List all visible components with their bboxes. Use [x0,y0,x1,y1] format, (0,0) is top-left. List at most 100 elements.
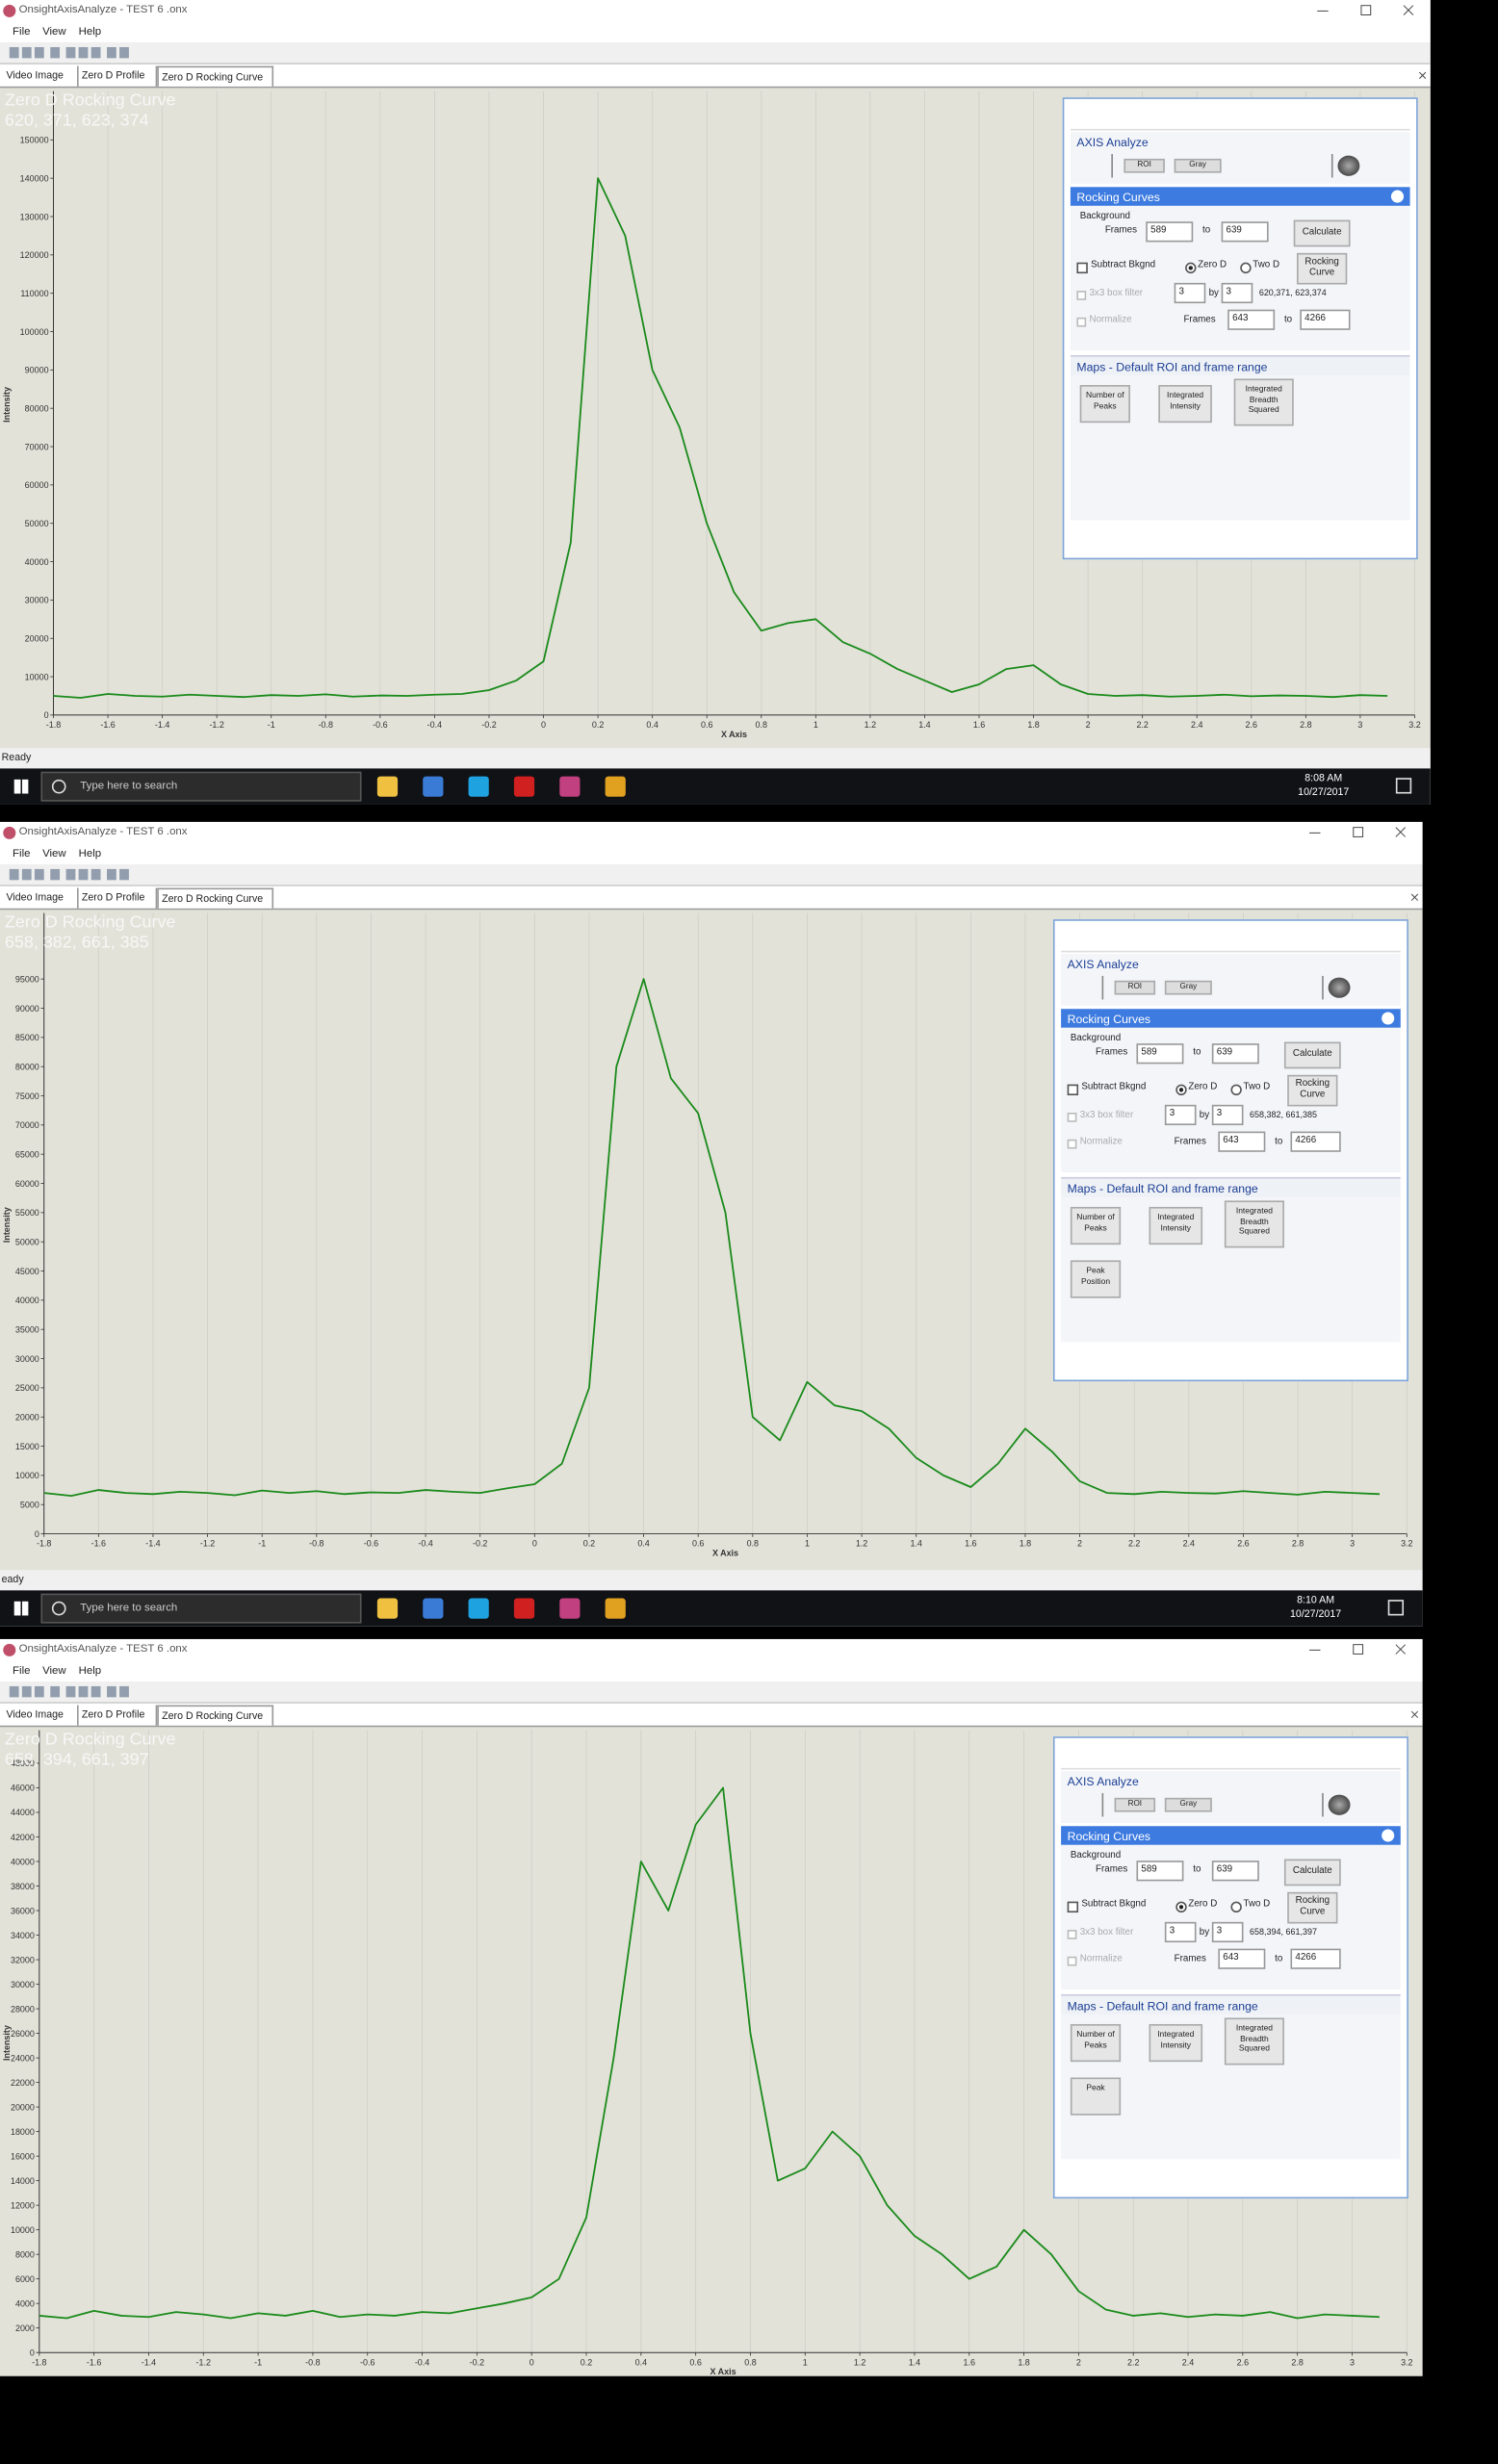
two-d-radio[interactable] [1230,1901,1242,1913]
start-button[interactable] [13,1601,29,1616]
two-d-radio[interactable] [1230,1084,1242,1096]
app-icon[interactable] [423,1598,444,1619]
roi-button[interactable]: ROI [1114,980,1156,995]
rocking-curve-button[interactable]: Rocking Curve [1287,1074,1338,1107]
menu-item[interactable]: File [13,26,31,38]
calculate-button[interactable]: Calculate [1293,219,1351,247]
frames-to-input[interactable]: 639 [1211,1861,1259,1882]
filter-checkbox[interactable] [1067,1112,1077,1122]
app-icon[interactable] [376,776,399,797]
app-icon[interactable] [559,1598,581,1619]
x-tick-label: -1.4 [155,720,169,730]
zero-d-radio[interactable] [1175,1084,1187,1096]
app-icon[interactable] [605,1598,626,1619]
map-button[interactable]: Peak [1070,2077,1122,2116]
app-icon[interactable] [559,776,581,797]
roi-button[interactable]: ROI [1114,1797,1156,1812]
menu-item[interactable]: File [13,1665,31,1678]
norm-from-input[interactable]: 643 [1227,309,1276,330]
calculate-button[interactable]: Calculate [1283,1859,1341,1886]
start-button[interactable] [13,779,29,794]
tab[interactable]: Zero D Rocking Curve [157,887,274,909]
menu-item[interactable]: View [42,26,66,38]
map-button[interactable]: Peak Position [1070,1260,1122,1298]
notification-icon[interactable] [1387,1600,1405,1616]
two-d-radio[interactable] [1240,262,1252,274]
map-button[interactable]: Integrated Intensity [1158,385,1212,424]
filter-b-input[interactable]: 3 [1221,282,1253,304]
clock-time: 8:10 AM [1297,1595,1335,1606]
toolbar-icon [65,46,76,59]
filter-checkbox[interactable] [1067,1930,1077,1939]
menu-item[interactable]: View [42,1665,66,1678]
map-button[interactable]: Integrated Intensity [1149,2023,1203,2063]
frames-to-input[interactable]: 639 [1211,1043,1259,1065]
map-button[interactable]: Number of Peaks [1070,2023,1122,2063]
filter-b-input[interactable]: 3 [1211,1921,1244,1943]
tab[interactable]: Video Image [3,887,79,909]
app-icon[interactable] [468,776,489,797]
menu-item[interactable]: Help [78,1665,102,1678]
y-tick-label: 45000 [15,1267,39,1276]
app-icon[interactable] [513,1598,535,1619]
menu-item[interactable]: View [42,848,66,860]
normalize-checkbox[interactable] [1067,1139,1077,1149]
gray-button[interactable]: Gray [1164,980,1212,995]
app-icon[interactable] [513,776,535,797]
lens-icon [1328,1794,1351,1815]
tab[interactable]: Zero D Profile [79,65,158,87]
frames-from-input[interactable]: 589 [1146,221,1194,243]
norm-to-input[interactable]: 4266 [1290,1131,1341,1152]
norm-from-input[interactable]: 643 [1218,1948,1266,1969]
norm-to-input[interactable]: 4266 [1300,309,1351,330]
rocking-curve-button[interactable]: Rocking Curve [1297,252,1348,285]
frames-from-input[interactable]: 589 [1136,1861,1184,1882]
map-button[interactable]: Number of Peaks [1070,1206,1122,1245]
map-button[interactable]: Integrated Breadth Squared [1233,378,1294,426]
app-icon[interactable] [468,1598,489,1619]
tab[interactable]: Zero D Profile [79,887,158,909]
app-icon[interactable] [376,1598,399,1619]
menu-item[interactable]: Help [78,848,102,860]
norm-from-input[interactable]: 643 [1218,1131,1266,1152]
subtract-checkbox[interactable] [1067,1084,1079,1096]
x-tick-label: -1 [254,2357,262,2367]
filter-a-input[interactable]: 3 [1164,1921,1197,1943]
gray-button[interactable]: Gray [1174,158,1222,173]
menu-item[interactable]: Help [78,26,102,38]
norm-to-input[interactable]: 4266 [1290,1948,1341,1969]
app-icon[interactable] [423,776,444,797]
filter-checkbox[interactable] [1076,291,1087,300]
zero-d-radio[interactable] [1185,262,1197,274]
filter-a-input[interactable]: 3 [1164,1104,1197,1126]
search-box[interactable]: Type here to search [40,771,362,802]
y-tick-label: 2000 [15,2323,35,2333]
filter-a-input[interactable]: 3 [1174,282,1206,304]
tab[interactable]: Zero D Profile [79,1705,158,1726]
normalize-checkbox[interactable] [1076,317,1087,327]
panel-top-strip [1070,103,1410,131]
search-box[interactable]: Type here to search [40,1593,362,1624]
map-button[interactable]: Integrated Intensity [1149,1206,1203,1245]
map-button[interactable]: Integrated Breadth Squared [1224,2017,1284,2066]
map-button[interactable]: Integrated Breadth Squared [1224,1200,1284,1248]
tab[interactable]: Zero D Rocking Curve [157,1705,274,1726]
menu-item[interactable]: File [13,848,31,860]
subtract-checkbox[interactable] [1076,262,1088,274]
frames-to-input[interactable]: 639 [1221,221,1269,243]
rocking-curve-button[interactable]: Rocking Curve [1287,1891,1338,1924]
tab[interactable]: Zero D Rocking Curve [157,65,274,87]
calculate-button[interactable]: Calculate [1283,1041,1341,1069]
frames-from-input[interactable]: 589 [1136,1043,1184,1065]
normalize-checkbox[interactable] [1067,1956,1077,1966]
map-button[interactable]: Number of Peaks [1079,385,1130,424]
tab[interactable]: Video Image [3,65,79,87]
gray-button[interactable]: Gray [1164,1797,1212,1812]
subtract-checkbox[interactable] [1067,1901,1079,1913]
filter-b-input[interactable]: 3 [1211,1104,1244,1126]
roi-button[interactable]: ROI [1124,158,1165,173]
tab[interactable]: Video Image [3,1705,79,1726]
notification-icon[interactable] [1395,778,1412,794]
app-icon[interactable] [605,776,626,797]
zero-d-radio[interactable] [1175,1901,1187,1913]
